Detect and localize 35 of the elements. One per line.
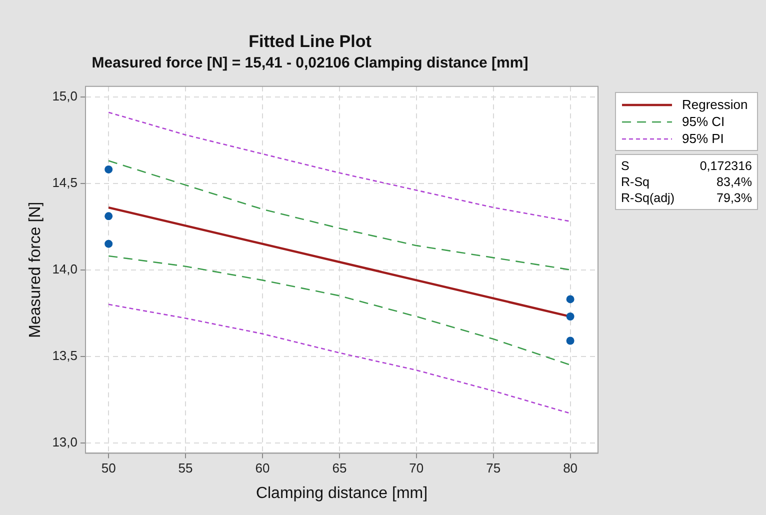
text: 79,3% <box>716 190 752 206</box>
y-tick-label: 14,5 <box>52 174 78 190</box>
line-series <box>108 255 571 366</box>
legend-label: 95% PI <box>682 131 724 146</box>
y-tick-label: 15,0 <box>52 88 78 104</box>
x-tick-label: 75 <box>486 460 501 476</box>
text: 83,4% <box>716 174 752 190</box>
point <box>104 240 113 248</box>
text: 0,172316 <box>700 158 752 174</box>
point <box>104 212 113 220</box>
text: S <box>621 158 630 174</box>
point <box>104 165 113 174</box>
y-tick-label: 13,0 <box>52 434 78 450</box>
text: R-Sq <box>621 174 650 190</box>
x-tick-label: 55 <box>178 460 193 476</box>
x-tick-label: 70 <box>409 460 424 476</box>
y-tick-label: 13,5 <box>52 348 78 363</box>
text: R-Sq(adj) <box>621 190 676 206</box>
chart-title: Fitted Line Plot <box>248 32 372 51</box>
line-series <box>108 112 571 222</box>
chart-subtitle: Measured force [N] = 15,41 - 0,02106 Clamping distance [mm] <box>92 54 528 72</box>
point <box>566 336 574 345</box>
y-axis-title: Measured force [N] <box>27 202 44 338</box>
x-tick-label: 50 <box>101 460 116 476</box>
x-tick-label: 65 <box>332 460 347 476</box>
line-series <box>108 304 571 414</box>
x-tick-label: 80 <box>563 460 578 476</box>
point <box>566 295 574 304</box>
x-axis-title: Clamping distance [mm] <box>256 484 428 502</box>
x-tick-label: 60 <box>255 460 270 476</box>
line-series <box>108 160 571 270</box>
legend-label: 95% CI <box>682 114 725 129</box>
legend-label: Regression <box>682 97 748 112</box>
point <box>566 312 574 321</box>
y-tick-label: 14,0 <box>52 261 78 276</box>
